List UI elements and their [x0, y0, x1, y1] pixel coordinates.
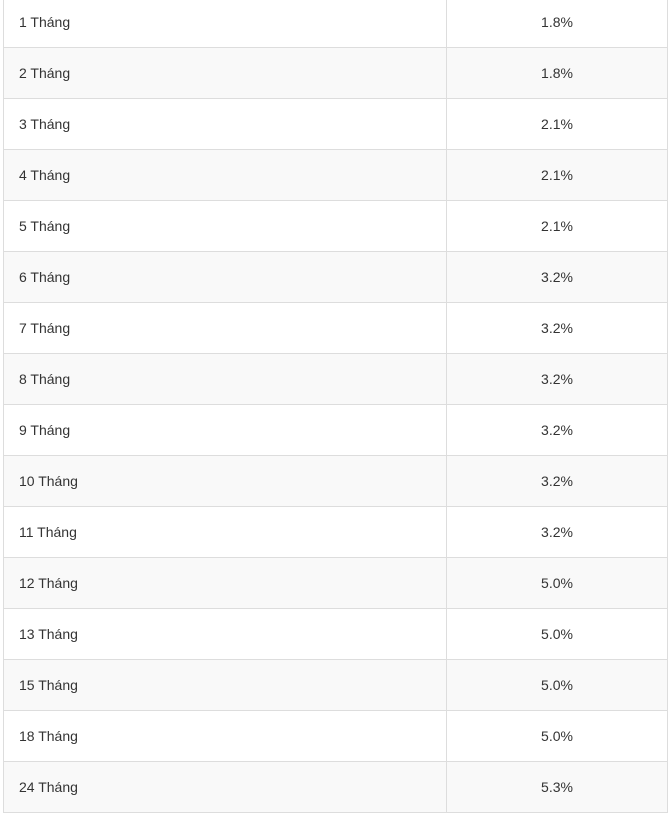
term-cell: 5 Tháng: [3, 200, 447, 252]
rate-cell: 3.2%: [446, 251, 668, 303]
table-row: 24 Tháng 5.3%: [3, 761, 668, 813]
term-cell: 2 Tháng: [3, 47, 447, 99]
term-cell: 8 Tháng: [3, 353, 447, 405]
rate-cell: 5.0%: [446, 659, 668, 711]
table-row: 12 Tháng 5.0%: [3, 557, 668, 609]
interest-rate-table: 1 Tháng 1.8% 2 Tháng 1.8% 3 Tháng 2.1% 4 Tháng…: [3, 0, 668, 813]
rate-cell: 3.2%: [446, 455, 668, 507]
rate-cell: 5.0%: [446, 557, 668, 609]
term-cell: 4 Tháng: [3, 149, 447, 201]
rate-cell: 2.1%: [446, 149, 668, 201]
rate-cell: 1.8%: [446, 47, 668, 99]
term-cell: 7 Tháng: [3, 302, 447, 354]
term-cell: 13 Tháng: [3, 608, 447, 660]
term-cell: 9 Tháng: [3, 404, 447, 456]
term-cell: 6 Tháng: [3, 251, 447, 303]
term-cell: 18 Tháng: [3, 710, 447, 762]
table-row: 18 Tháng 5.0%: [3, 710, 668, 762]
term-cell: 1 Tháng: [3, 0, 447, 48]
table-row: 3 Tháng 2.1%: [3, 98, 668, 150]
table-row: 9 Tháng 3.2%: [3, 404, 668, 456]
table-row: 13 Tháng 5.0%: [3, 608, 668, 660]
rate-cell: 3.2%: [446, 302, 668, 354]
table-row: 8 Tháng 3.2%: [3, 353, 668, 405]
table-row: 6 Tháng 3.2%: [3, 251, 668, 303]
rate-cell: 5.0%: [446, 608, 668, 660]
table-row: 4 Tháng 2.1%: [3, 149, 668, 201]
term-cell: 3 Tháng: [3, 98, 447, 150]
table-row: 11 Tháng 3.2%: [3, 506, 668, 558]
rate-cell: 3.2%: [446, 404, 668, 456]
rate-cell: 2.1%: [446, 200, 668, 252]
term-cell: 10 Tháng: [3, 455, 447, 507]
term-cell: 24 Tháng: [3, 761, 447, 813]
table-row: 10 Tháng 3.2%: [3, 455, 668, 507]
table-row: 7 Tháng 3.2%: [3, 302, 668, 354]
table-row: 15 Tháng 5.0%: [3, 659, 668, 711]
table-row: 2 Tháng 1.8%: [3, 47, 668, 99]
term-cell: 12 Tháng: [3, 557, 447, 609]
rate-cell: 2.1%: [446, 98, 668, 150]
rate-cell: 5.3%: [446, 761, 668, 813]
term-cell: 15 Tháng: [3, 659, 447, 711]
table-row: 1 Tháng 1.8%: [3, 0, 668, 48]
term-cell: 11 Tháng: [3, 506, 447, 558]
rate-cell: 1.8%: [446, 0, 668, 48]
rate-cell: 3.2%: [446, 353, 668, 405]
rate-cell: 3.2%: [446, 506, 668, 558]
table-row: 5 Tháng 2.1%: [3, 200, 668, 252]
rate-cell: 5.0%: [446, 710, 668, 762]
